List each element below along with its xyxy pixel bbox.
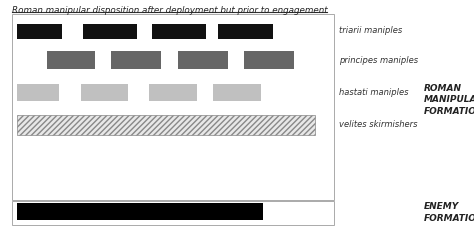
Bar	[47, 51, 95, 69]
Bar	[149, 84, 197, 101]
Bar	[152, 24, 206, 39]
Text: triarii maniples: triarii maniples	[339, 26, 402, 35]
Bar	[17, 115, 315, 135]
Text: Roman manipular disposition after deployment but prior to engagement: Roman manipular disposition after deploy…	[12, 6, 328, 15]
Bar	[244, 51, 294, 69]
Bar	[17, 84, 59, 101]
Text: ENEMY
FORMATION: ENEMY FORMATION	[424, 202, 474, 223]
Bar	[17, 24, 62, 39]
Bar	[213, 84, 261, 101]
Bar	[12, 201, 334, 225]
Bar	[81, 84, 128, 101]
Text: hastati maniples: hastati maniples	[339, 88, 409, 97]
Bar	[83, 24, 137, 39]
Text: principes maniples: principes maniples	[339, 56, 418, 65]
Bar	[178, 51, 228, 69]
Text: ROMAN
MANIPULAR
FORMATION: ROMAN MANIPULAR FORMATION	[424, 84, 474, 116]
Bar	[111, 51, 161, 69]
Bar	[17, 203, 263, 220]
Bar	[12, 14, 334, 200]
Text: velites skirmishers: velites skirmishers	[339, 120, 418, 129]
Bar	[218, 24, 273, 39]
